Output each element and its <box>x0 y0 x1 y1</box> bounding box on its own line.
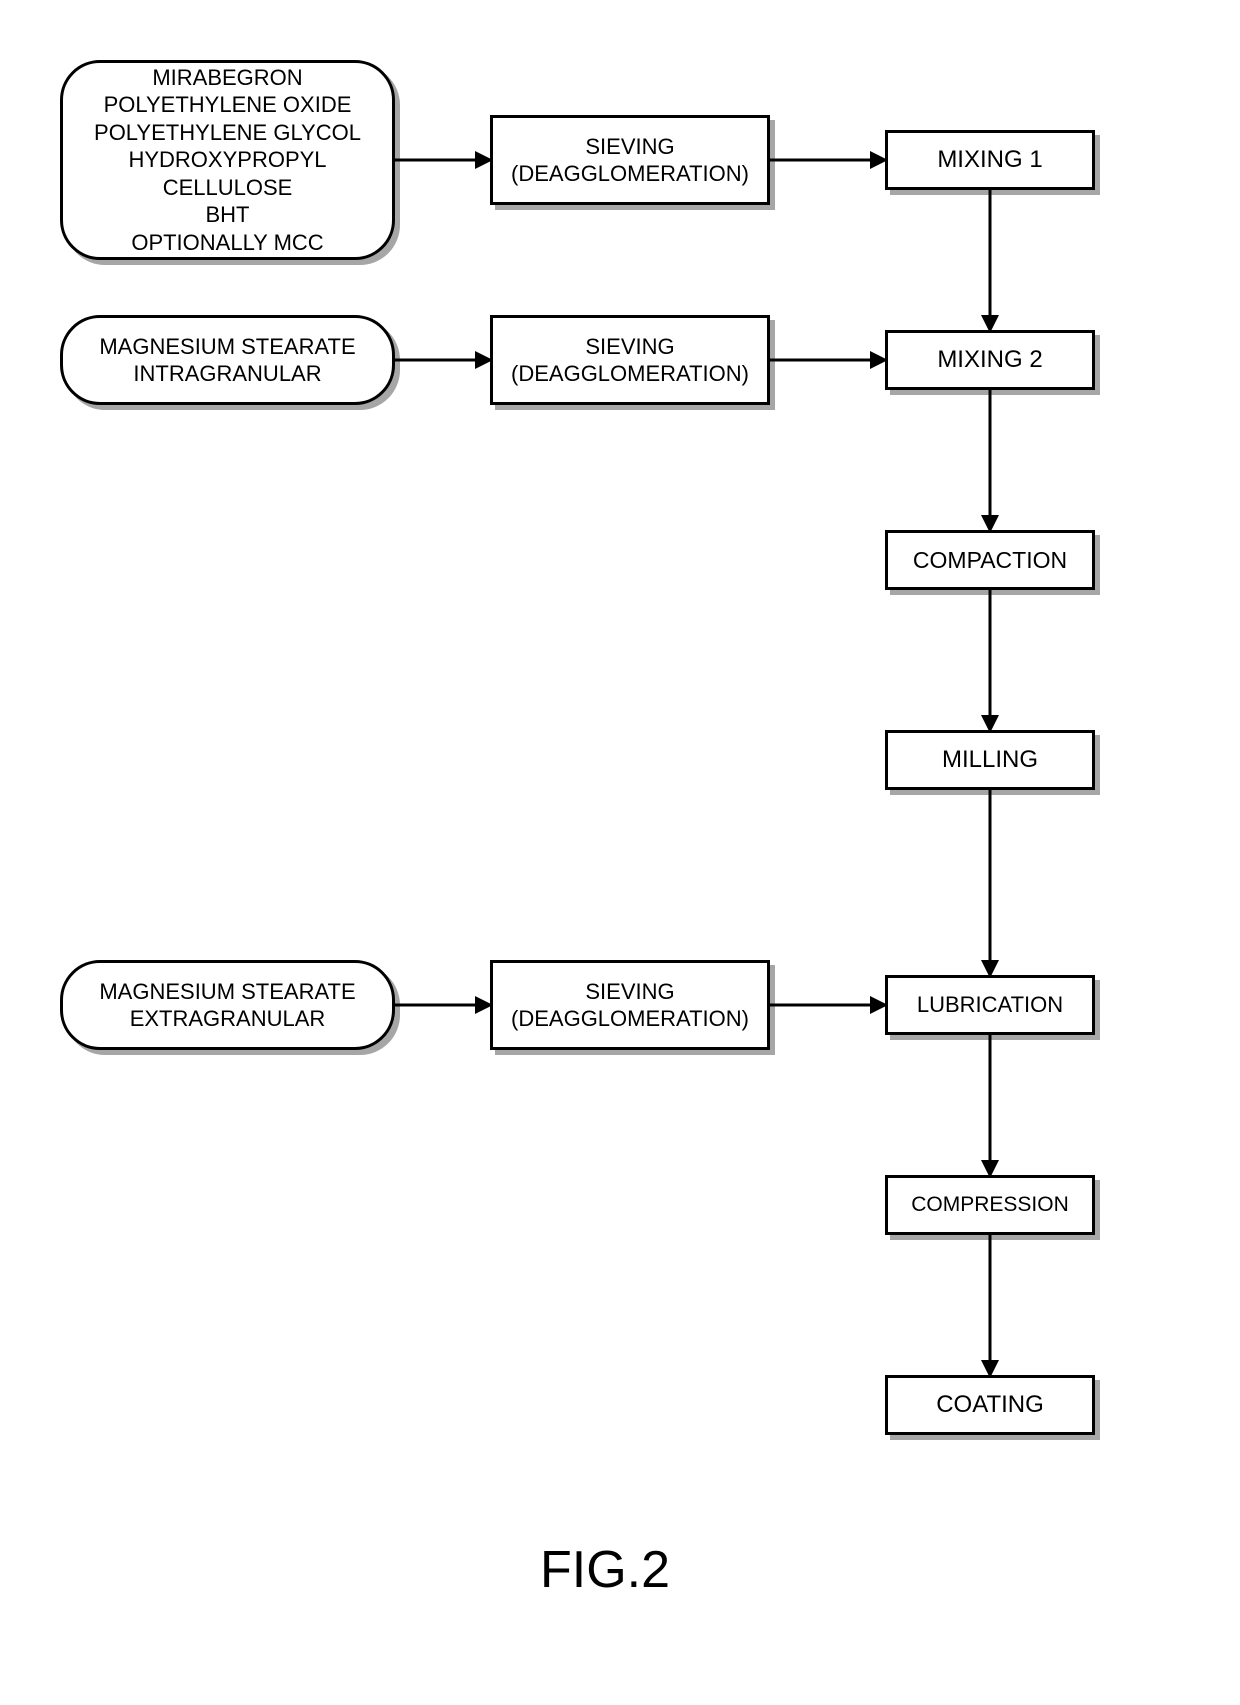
node-text: MAGNESIUM STEARATE <box>99 333 355 361</box>
node-text: (DEAGGLOMERATION) <box>511 360 749 388</box>
node-compaction: COMPACTION <box>885 530 1095 590</box>
node-sieving2: SIEVING(DEAGGLOMERATION) <box>490 315 770 405</box>
node-text: MIXING 2 <box>937 345 1042 375</box>
node-text: COATING <box>936 1390 1044 1420</box>
node-text: (DEAGGLOMERATION) <box>511 160 749 188</box>
node-text: MIXING 1 <box>937 145 1042 175</box>
node-mixing2: MIXING 2 <box>885 330 1095 390</box>
node-text: (DEAGGLOMERATION) <box>511 1005 749 1033</box>
node-compression: COMPRESSION <box>885 1175 1095 1235</box>
node-sieving3: SIEVING(DEAGGLOMERATION) <box>490 960 770 1050</box>
node-text: HYDROXYPROPYL CELLULOSE <box>63 146 392 201</box>
node-text: BHT <box>206 201 250 229</box>
node-text: SIEVING <box>585 133 674 161</box>
node-text: COMPACTION <box>913 546 1067 575</box>
node-text: INTRAGRANULAR <box>133 360 321 388</box>
node-text: SIEVING <box>585 333 674 361</box>
node-ingredients2: MAGNESIUM STEARATEINTRAGRANULAR <box>60 315 395 405</box>
node-text: MAGNESIUM STEARATE <box>99 978 355 1006</box>
node-sieving1: SIEVING(DEAGGLOMERATION) <box>490 115 770 205</box>
node-mixing1: MIXING 1 <box>885 130 1095 190</box>
node-text: EXTRAGRANULAR <box>130 1005 326 1033</box>
node-coating: COATING <box>885 1375 1095 1435</box>
node-text: SIEVING <box>585 978 674 1006</box>
node-lubrication: LUBRICATION <box>885 975 1095 1035</box>
node-text: LUBRICATION <box>917 991 1063 1019</box>
node-milling: MILLING <box>885 730 1095 790</box>
node-text: MILLING <box>942 745 1038 775</box>
flowchart-canvas: FIG.2 MIRABEGRONPOLYETHYLENE OXIDEPOLYET… <box>0 0 1240 1705</box>
node-text: COMPRESSION <box>911 1192 1069 1218</box>
node-text: MIRABEGRON <box>152 64 302 92</box>
node-text: POLYETHYLENE OXIDE <box>104 91 352 119</box>
node-ingredients1: MIRABEGRONPOLYETHYLENE OXIDEPOLYETHYLENE… <box>60 60 395 260</box>
node-text: OPTIONALLY MCC <box>131 229 323 257</box>
node-ingredients3: MAGNESIUM STEARATEEXTRAGRANULAR <box>60 960 395 1050</box>
node-text: POLYETHYLENE GLYCOL <box>94 119 361 147</box>
figure-label: FIG.2 <box>540 1540 670 1600</box>
